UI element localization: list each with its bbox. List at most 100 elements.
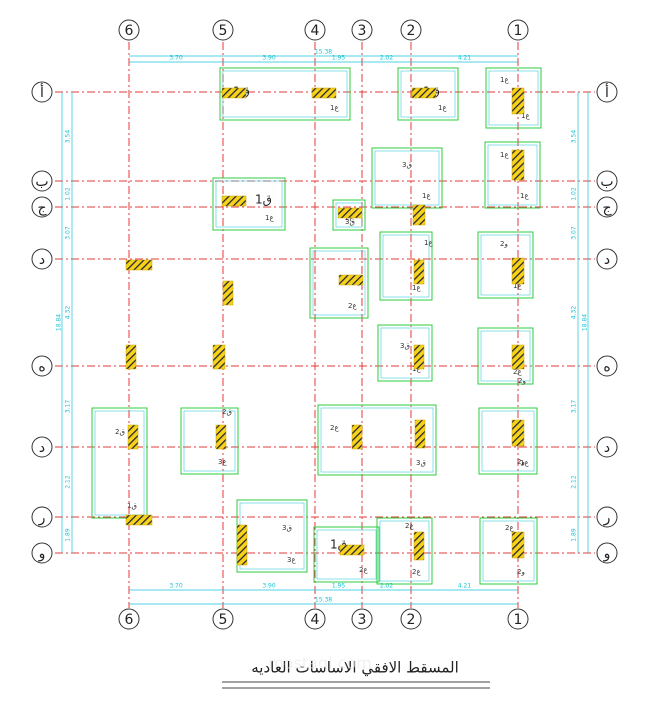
footing-note: ع1	[438, 104, 447, 112]
grid-bubble	[596, 196, 618, 218]
dimension-text: 3.70	[169, 583, 183, 590]
grid-bubble	[596, 506, 618, 528]
grid-bubble	[31, 81, 53, 103]
dimension-text: 1.89	[571, 528, 578, 542]
footing-label: ع1	[520, 459, 529, 467]
column	[215, 424, 227, 450]
column	[127, 424, 139, 450]
grid-column-label: 1	[514, 23, 523, 39]
grid-row-label: ر	[603, 510, 611, 526]
grid-column-label: 4	[311, 612, 320, 628]
grid-column-label: 6	[125, 612, 134, 628]
grid-bubble	[118, 608, 140, 630]
footing-offset	[374, 150, 440, 206]
footing-label: و2	[518, 377, 526, 385]
footing	[236, 499, 308, 573]
footing-offset	[487, 144, 538, 206]
footing-note: ع1	[422, 192, 431, 200]
column	[337, 207, 363, 219]
footing-note: ع1	[520, 192, 529, 200]
footing-note: ع1	[513, 282, 522, 290]
footing	[219, 67, 351, 121]
dimension-text: 2.12	[571, 475, 578, 489]
dimension-total: 15.38	[315, 597, 332, 604]
grid-row-label: و	[603, 546, 611, 562]
column	[414, 419, 426, 449]
footing-label: ق3	[400, 342, 410, 350]
dimension-total: 15.38	[315, 49, 332, 56]
dimension-text: 1.89	[65, 528, 72, 542]
grid-row-label: أ	[40, 83, 44, 101]
grid-bubble	[596, 170, 618, 192]
grid-bubble	[31, 355, 53, 377]
footing-offset	[183, 410, 236, 472]
footing-label: ع2	[330, 424, 339, 432]
footing	[309, 247, 369, 319]
grid-row-label: د	[39, 252, 45, 268]
footing-offset	[382, 234, 430, 298]
grid-bubble	[351, 19, 373, 41]
footing-note: ع2	[513, 368, 522, 376]
footing	[479, 517, 538, 585]
dimension-text: 3.17	[65, 400, 72, 414]
column	[339, 544, 365, 556]
footing	[477, 231, 534, 299]
footing-note: ع3	[218, 458, 227, 466]
dimension-text: 1.02	[65, 187, 72, 201]
dimension-total: 18.84	[582, 314, 589, 331]
footing-offset	[316, 529, 377, 580]
column	[311, 87, 337, 99]
grid-row-label: ر	[38, 510, 46, 526]
grid-bubble	[31, 170, 53, 192]
footing	[377, 324, 433, 382]
footing-offset	[215, 180, 283, 228]
footing-label: ق3	[282, 524, 292, 532]
footing-offset	[480, 330, 531, 382]
footing-note: ع1	[412, 284, 421, 292]
footing-label: ع1	[424, 239, 433, 247]
grid-bubble	[507, 19, 529, 41]
grid-column-label: 5	[219, 23, 228, 39]
footing-note: ع3	[287, 556, 296, 564]
grid-bubble	[31, 196, 53, 218]
grid-bubble	[304, 608, 326, 630]
grid-row-label: د	[604, 252, 610, 268]
dimension-text: 4.32	[571, 306, 578, 320]
dimension-text: 2.12	[65, 475, 72, 489]
dimension-text: 3.90	[262, 583, 276, 590]
plan-title: المسقط الافقي الاساسات العاديه	[251, 659, 458, 678]
footing-label: ق1	[255, 193, 272, 207]
dimension-text: 1.95	[332, 55, 346, 62]
column	[511, 344, 525, 370]
footing-note: ع1	[521, 112, 530, 120]
footing	[371, 147, 443, 209]
footing-label: ق3	[402, 161, 412, 169]
footing-label: ع2	[405, 522, 414, 530]
footing-offset	[400, 70, 456, 118]
grid-column-label: 4	[311, 23, 320, 39]
footing-offset	[480, 234, 531, 296]
footing-label: ع1	[500, 151, 509, 159]
dimension-text: 3.07	[65, 226, 72, 240]
grid-bubble	[596, 81, 618, 103]
dimension-text: 4.21	[458, 583, 472, 590]
grid-bubble	[212, 608, 234, 630]
dimension-text: 3.70	[169, 55, 183, 62]
footing-label: ق2	[115, 428, 125, 436]
grid-row-label: ب	[35, 174, 48, 190]
dimension-text: 3.17	[571, 400, 578, 414]
grid-row-label: ه	[603, 359, 610, 375]
dimension-text: 3.07	[571, 226, 578, 240]
grid-row-label: د	[604, 440, 610, 456]
column	[511, 149, 525, 181]
footing-note: ع2	[348, 302, 357, 310]
column	[413, 259, 425, 285]
column	[125, 259, 153, 271]
column	[511, 87, 525, 115]
footing-note: ع2	[359, 566, 368, 574]
column	[236, 524, 248, 566]
grid-bubble	[596, 355, 618, 377]
column	[221, 87, 247, 99]
footing	[180, 407, 239, 475]
column	[221, 195, 247, 207]
